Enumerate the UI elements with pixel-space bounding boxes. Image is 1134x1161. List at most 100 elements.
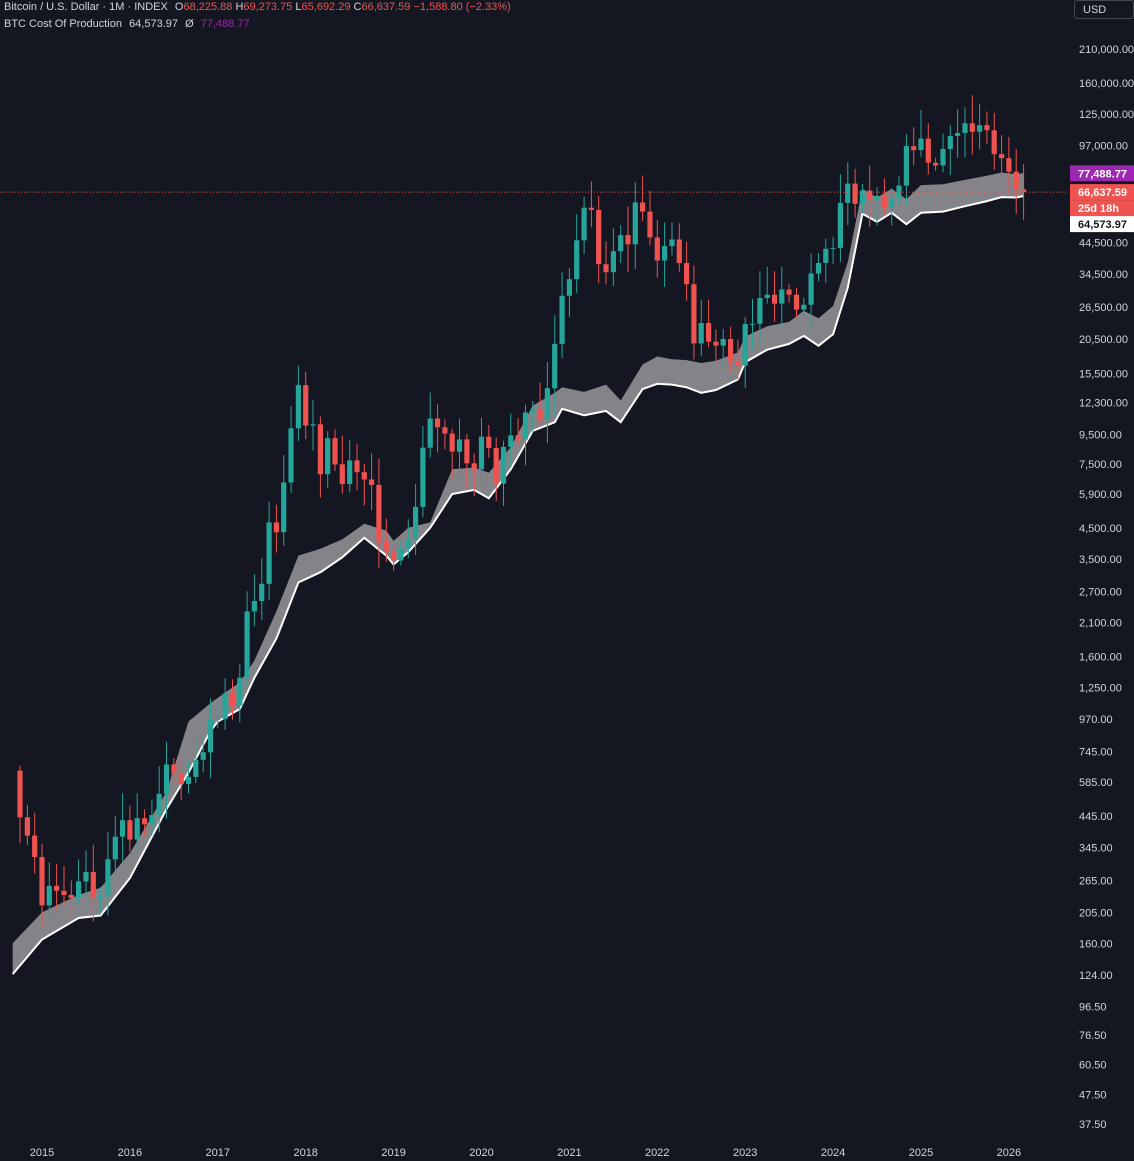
candle-body xyxy=(867,190,873,200)
close-value: 66,637.59 xyxy=(361,1,411,13)
price-tag-label: 66,637.59 xyxy=(1078,187,1127,199)
y-tick-label: 9,500.00 xyxy=(1079,430,1122,442)
candle-body xyxy=(742,323,748,366)
candle-body xyxy=(478,436,485,470)
x-tick-label: 2016 xyxy=(118,1147,142,1159)
candle-body xyxy=(632,202,638,245)
candle-body xyxy=(955,133,961,136)
price-tag-label: 25d 18h xyxy=(1078,203,1119,215)
y-tick-label: 585.00 xyxy=(1079,777,1113,789)
candle-body xyxy=(24,817,30,836)
y-tick-label: 37.50 xyxy=(1079,1119,1107,1131)
candle-body xyxy=(815,263,822,274)
y-tick-label: 445.00 xyxy=(1079,811,1113,823)
indicator-legend[interactable]: BTC Cost Of Production 64,573.97 Ø 77,48… xyxy=(4,18,250,30)
x-axis[interactable]: 2015 2016 2017 2018 2019 2020 2021 2022 2023 2024… xyxy=(30,1147,1021,1159)
y-tick-label: 160,000.00 xyxy=(1079,78,1134,90)
candle-body xyxy=(442,427,448,434)
y-tick-label: 12,300.00 xyxy=(1079,398,1128,410)
candle-body xyxy=(852,183,858,204)
candle-body xyxy=(68,894,74,899)
candle-body xyxy=(735,361,741,366)
candle-body xyxy=(764,294,770,298)
candle-body xyxy=(449,433,455,452)
candle-body xyxy=(889,198,895,208)
candle-body xyxy=(391,550,397,561)
x-tick-label: 2019 xyxy=(381,1147,405,1159)
symbol-legend[interactable]: Bitcoin / U.S. Dollar · 1M · INDEX O68,2… xyxy=(4,1,511,13)
y-tick-label: 160.00 xyxy=(1079,938,1113,950)
candle-body xyxy=(999,154,1005,159)
candle-body xyxy=(332,438,338,465)
symbol-title: Bitcoin / U.S. Dollar · 1M · INDEX xyxy=(4,1,168,13)
candle-body xyxy=(925,138,931,163)
price-tags: 77,488.77 66,637.59 25d 18h 64,573.97 xyxy=(1070,165,1134,233)
candle-body xyxy=(940,149,946,166)
cost-of-production-band xyxy=(11,172,1024,975)
candle-body xyxy=(801,304,807,310)
y-tick-label: 124.00 xyxy=(1079,970,1113,982)
candle-body xyxy=(515,435,521,440)
candle-body xyxy=(303,385,309,426)
candle-body xyxy=(933,162,939,166)
y-tick-label: 60.50 xyxy=(1079,1059,1107,1071)
y-tick-label: 15,500.00 xyxy=(1079,369,1128,381)
candle-body xyxy=(830,247,836,249)
candle-body xyxy=(90,871,96,899)
candle-body xyxy=(654,237,660,261)
candle-body xyxy=(588,207,594,210)
candle-body xyxy=(266,522,272,584)
candle-body xyxy=(508,435,514,447)
candle-body xyxy=(991,130,997,155)
candle-body xyxy=(185,776,192,784)
y-tick-label: 97,000.00 xyxy=(1079,140,1128,152)
currency-button[interactable]: USD xyxy=(1074,0,1134,19)
candle-body xyxy=(32,835,38,857)
candle-body xyxy=(793,294,800,310)
x-tick-label: 2015 xyxy=(30,1147,54,1159)
candle-body xyxy=(500,446,507,484)
y-tick-label: 1,250.00 xyxy=(1079,682,1122,694)
candle-body xyxy=(845,183,851,203)
price-tag xyxy=(1070,165,1134,182)
y-axis[interactable]: 210,000.00 160,000.00 125,000.00 97,000.00 4… xyxy=(1079,44,1134,1131)
candle-body xyxy=(691,284,697,344)
candle-body xyxy=(259,583,265,601)
candle-body xyxy=(464,439,470,464)
candle-body xyxy=(618,235,624,252)
candle-body xyxy=(896,185,902,199)
candle-body xyxy=(134,818,140,840)
indicator-value-upper: 77,488.77 xyxy=(200,18,250,30)
candle-body xyxy=(17,770,23,818)
y-tick-label: 96.50 xyxy=(1079,1001,1107,1013)
candle-body xyxy=(859,190,865,204)
candle-body xyxy=(530,409,536,413)
y-tick-label: 205.00 xyxy=(1079,907,1113,919)
candle-body xyxy=(120,820,126,837)
candle-body xyxy=(837,202,843,248)
candle-body xyxy=(207,719,214,753)
candle-body xyxy=(574,240,580,280)
low-label: L xyxy=(295,1,302,13)
candle-body xyxy=(369,479,375,485)
candle-body xyxy=(61,890,67,895)
price-tag xyxy=(1070,216,1134,233)
y-tick-label: 44,500.00 xyxy=(1079,237,1128,249)
x-tick-label: 2026 xyxy=(997,1147,1021,1159)
y-tick-label: 970.00 xyxy=(1079,714,1113,726)
candle-body xyxy=(749,323,756,325)
candle-body xyxy=(537,409,543,419)
candle-body xyxy=(903,146,909,186)
y-tick-label: 2,100.00 xyxy=(1079,618,1122,630)
candle-body xyxy=(347,460,353,485)
x-tick-label: 2020 xyxy=(469,1147,493,1159)
candle-body xyxy=(962,123,968,133)
candle-body xyxy=(383,542,389,551)
candle-body xyxy=(339,464,345,485)
candle-body xyxy=(977,125,983,132)
candle-body xyxy=(413,506,419,540)
candle-body xyxy=(149,815,155,825)
candlestick-series xyxy=(17,95,1027,928)
y-tick-label: 5,900.00 xyxy=(1079,489,1122,501)
